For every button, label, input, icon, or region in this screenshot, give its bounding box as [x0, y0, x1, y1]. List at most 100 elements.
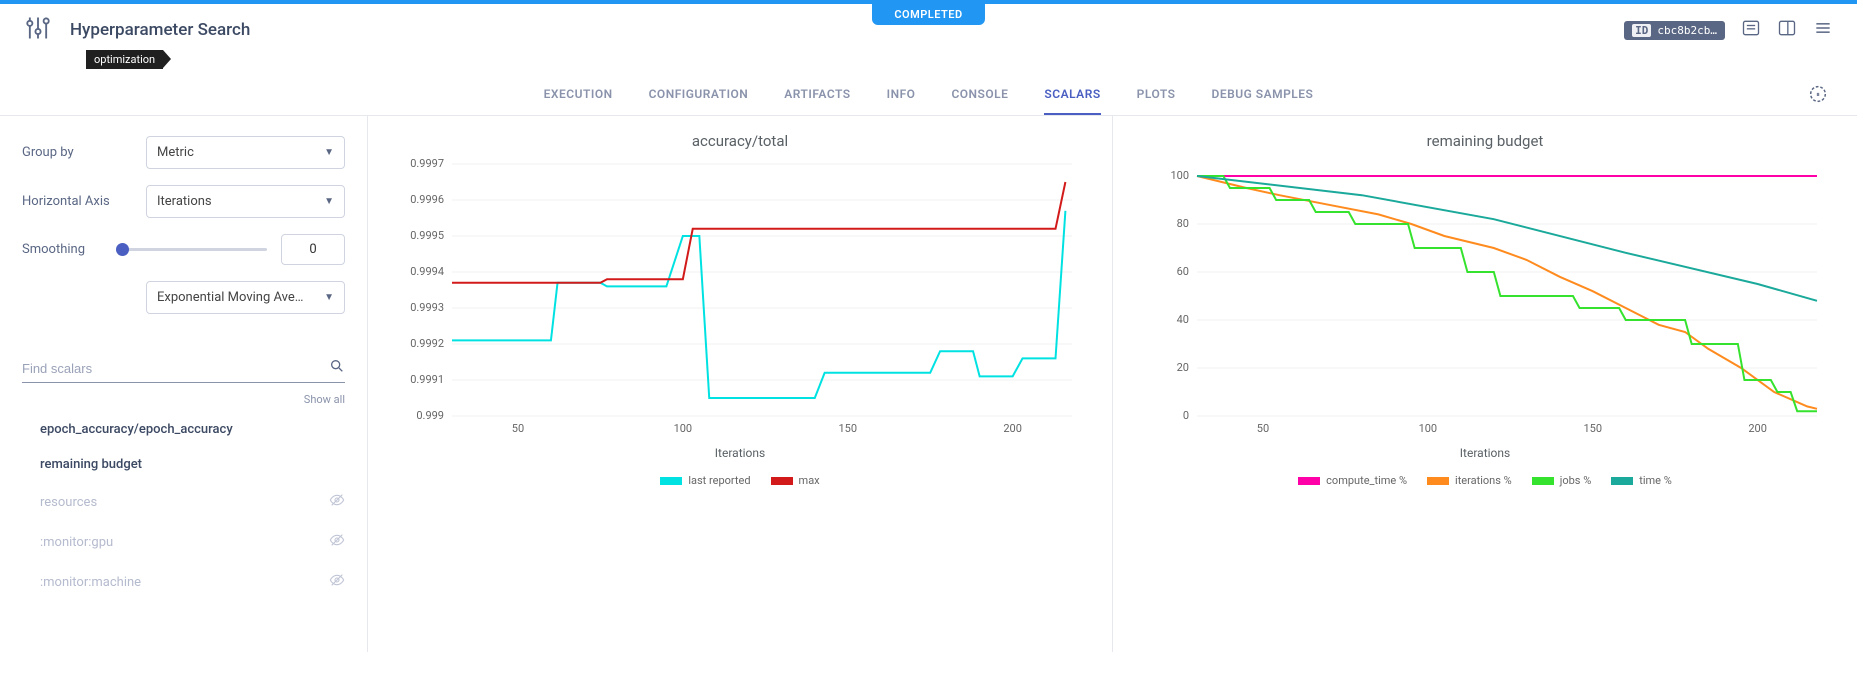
smoothing-algo-value: Exponential Moving Ave…	[157, 290, 303, 305]
legend-item[interactable]: max	[771, 474, 820, 487]
tab-execution[interactable]: EXECUTION	[544, 87, 613, 115]
legend-label: time %	[1639, 474, 1672, 487]
tag-row: optimization	[0, 50, 1857, 73]
legend-item[interactable]: compute_time %	[1298, 474, 1407, 487]
svg-text:0.999: 0.999	[416, 409, 444, 422]
scalar-item-label: remaining budget	[40, 457, 142, 472]
legend-label: jobs %	[1560, 474, 1592, 487]
legend-item[interactable]: iterations %	[1427, 474, 1512, 487]
svg-text:0: 0	[1183, 409, 1189, 422]
legend-item[interactable]: last reported	[660, 474, 750, 487]
search-input[interactable]	[22, 361, 329, 376]
chart-area: accuracy/total 0.9990.99910.99920.99930.…	[368, 116, 1857, 652]
hidden-icon[interactable]	[329, 572, 345, 592]
hidden-icon[interactable]	[329, 492, 345, 512]
legend-swatch	[660, 477, 682, 485]
scalar-item[interactable]: remaining budget	[22, 447, 345, 482]
tab-configuration[interactable]: CONFIGURATION	[649, 87, 749, 115]
id-chip-value: cbc8b2cb…	[1657, 24, 1717, 37]
smoothing-slider[interactable]	[116, 248, 267, 251]
smoothing-label: Smoothing	[22, 242, 102, 257]
id-chip-label: ID	[1632, 24, 1651, 37]
chart1-xlabel: Iterations	[392, 446, 1088, 460]
legend-label: compute_time %	[1326, 474, 1407, 487]
tab-artifacts[interactable]: ARTIFACTS	[784, 87, 850, 115]
refresh-icon[interactable]: ⏸	[1807, 83, 1829, 109]
slider-thumb[interactable]	[116, 243, 129, 256]
group-by-row: Group by Metric ▼	[22, 136, 345, 169]
horizontal-axis-select[interactable]: Iterations ▼	[146, 185, 345, 218]
group-by-value: Metric	[157, 145, 194, 160]
chart2-legend: compute_time % iterations % jobs % time %	[1137, 474, 1833, 487]
legend-item[interactable]: time %	[1611, 474, 1672, 487]
svg-text:80: 80	[1177, 217, 1189, 230]
scalar-item[interactable]: :monitor:machine	[22, 562, 345, 602]
search-wrap	[22, 358, 345, 383]
svg-text:40: 40	[1177, 313, 1189, 326]
svg-text:0.9994: 0.9994	[410, 265, 444, 278]
header-left: Hyperparameter Search	[24, 14, 250, 46]
scalar-item-label: epoch_accuracy/epoch_accuracy	[40, 422, 233, 437]
caret-icon: ▼	[324, 196, 334, 207]
layout-icon[interactable]	[1777, 18, 1797, 42]
legend-swatch	[1611, 477, 1633, 485]
group-by-select[interactable]: Metric ▼	[146, 136, 345, 169]
scalar-item-label: resources	[40, 495, 97, 510]
svg-text:20: 20	[1177, 361, 1189, 374]
chart-svg-1: 0.9990.99910.99920.99930.99940.99950.999…	[392, 158, 1082, 438]
header-right: ID cbc8b2cb…	[1624, 18, 1833, 42]
scalar-item[interactable]: :monitor:gpu	[22, 522, 345, 562]
svg-text:50: 50	[1257, 422, 1269, 435]
chart-title-1: accuracy/total	[392, 132, 1088, 150]
smoothing-algo-select[interactable]: Exponential Moving Ave… ▼	[146, 281, 345, 314]
chart-panel-accuracy: accuracy/total 0.9990.99910.99920.99930.…	[368, 116, 1112, 652]
tab-debug-samples[interactable]: DEBUG SAMPLES	[1212, 87, 1314, 115]
slider-track[interactable]	[116, 248, 267, 251]
svg-text:0.9991: 0.9991	[410, 373, 444, 386]
smoothing-algo-row: Exponential Moving Ave… ▼	[22, 281, 345, 314]
search-icon[interactable]	[329, 358, 345, 378]
details-icon[interactable]	[1741, 18, 1761, 42]
svg-text:100: 100	[1170, 169, 1189, 182]
show-all-link[interactable]: Show all	[22, 393, 345, 406]
horizontal-axis-row: Horizontal Axis Iterations ▼	[22, 185, 345, 218]
chart1-legend: last reported max	[392, 474, 1088, 487]
legend-swatch	[771, 477, 793, 485]
svg-text:0.9997: 0.9997	[410, 158, 444, 170]
hidden-icon[interactable]	[329, 532, 345, 552]
tab-plots[interactable]: PLOTS	[1137, 87, 1176, 115]
svg-text:0.9995: 0.9995	[410, 229, 444, 242]
tab-info[interactable]: INFO	[887, 87, 916, 115]
tab-console[interactable]: CONSOLE	[951, 87, 1008, 115]
caret-icon: ▼	[324, 147, 334, 158]
tag[interactable]: optimization	[86, 50, 163, 69]
legend-swatch	[1298, 477, 1320, 485]
svg-text:⏸: ⏸	[1816, 90, 1820, 99]
chart-panel-budget: remaining budget 02040608010050100150200…	[1112, 116, 1857, 652]
svg-text:0.9996: 0.9996	[410, 193, 444, 206]
horizontal-axis-label: Horizontal Axis	[22, 194, 132, 209]
scalar-item[interactable]: resources	[22, 482, 345, 522]
tab-scalars[interactable]: SCALARS	[1044, 87, 1100, 115]
scalar-item-label: :monitor:gpu	[40, 535, 113, 550]
svg-text:150: 150	[838, 422, 857, 435]
chart-title-2: remaining budget	[1137, 132, 1833, 150]
svg-text:60: 60	[1177, 265, 1189, 278]
svg-text:100: 100	[1419, 422, 1438, 435]
svg-text:200: 200	[1003, 422, 1022, 435]
legend-label: iterations %	[1455, 474, 1512, 487]
main: Group by Metric ▼ Horizontal Axis Iterat…	[0, 116, 1857, 652]
legend-item[interactable]: jobs %	[1532, 474, 1592, 487]
smoothing-value[interactable]: 0	[281, 234, 345, 265]
svg-text:0.9992: 0.9992	[410, 337, 444, 350]
scalar-item[interactable]: epoch_accuracy/epoch_accuracy	[22, 412, 345, 447]
scalar-item-label: :monitor:machine	[40, 575, 141, 590]
group-by-label: Group by	[22, 145, 132, 160]
id-chip[interactable]: ID cbc8b2cb…	[1624, 21, 1725, 40]
smoothing-row: Smoothing 0	[22, 234, 345, 265]
svg-text:50: 50	[512, 422, 524, 435]
svg-text:200: 200	[1748, 422, 1767, 435]
status-badge: COMPLETED	[872, 4, 984, 25]
legend-label: last reported	[688, 474, 750, 487]
menu-icon[interactable]	[1813, 18, 1833, 42]
